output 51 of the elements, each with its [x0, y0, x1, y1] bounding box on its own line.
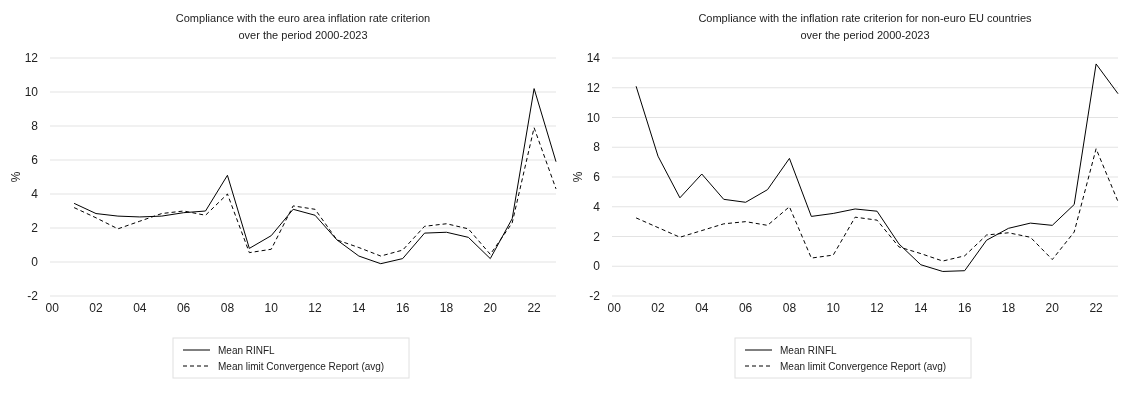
y-tick-label: 2	[31, 221, 39, 236]
y-tick-label: 12	[24, 51, 39, 66]
x-tick-label: 12	[308, 301, 323, 315]
x-tick-label: 22	[1088, 301, 1103, 315]
x-tick-label: 14	[913, 301, 928, 315]
x-tick-label: 12	[869, 301, 884, 315]
y-tick-label: -2	[588, 289, 600, 304]
y-tick-label: 4	[592, 199, 600, 214]
x-tick-label: 14	[352, 301, 366, 315]
y-tick-label: 0	[31, 255, 39, 270]
x-tick-label: 18	[1001, 301, 1015, 315]
x-tick-label: 10	[264, 301, 279, 315]
legend-label: Mean limit Convergence Report (avg)	[779, 360, 946, 372]
chart-title: Compliance with the euro area inflation rate criterion over the period 2000-2023	[175, 12, 431, 41]
y-tick-label: 8	[31, 119, 39, 134]
x-tick-label: 10	[826, 301, 840, 315]
x-tick-label: 06	[738, 301, 753, 315]
y-tick-label: 6	[31, 153, 39, 168]
y-tick-label: 8	[592, 140, 600, 155]
y-axis-title: %	[9, 171, 23, 183]
x-tick-label: 02	[89, 301, 103, 315]
legend-label: Mean RINFL	[779, 344, 837, 356]
line-series	[635, 63, 1118, 272]
y-tick-label: 10	[24, 85, 39, 100]
x-tick-label: 04	[133, 301, 147, 315]
y-tick-label: 12	[586, 80, 600, 95]
chart-title: Compliance with the inflation rate criterion for non-euro EU countries over the period 2000-2023	[697, 12, 1032, 41]
x-tick-label: 04	[694, 301, 709, 315]
y-axis-title: %	[570, 171, 585, 183]
x-tick-label: 20	[483, 301, 498, 315]
y-tick-label: 14	[586, 51, 600, 66]
legend-label: Mean limit Convergence Report (avg)	[218, 360, 385, 372]
x-tick-label: 18	[439, 301, 454, 315]
y-tick-label: 0	[592, 259, 600, 274]
line-series	[73, 88, 557, 265]
x-tick-label: 08	[220, 301, 235, 315]
y-tick-label: -2	[27, 289, 39, 304]
x-tick-label: 00	[45, 301, 60, 315]
y-tick-label: 4	[31, 187, 39, 202]
x-tick-label: 06	[176, 301, 191, 315]
y-tick-label: 6	[592, 170, 600, 185]
x-tick-label: 02	[650, 301, 665, 315]
x-tick-label: 20	[1045, 301, 1059, 315]
x-tick-label: 08	[782, 301, 796, 315]
x-tick-label: 00	[607, 301, 621, 315]
y-tick-label: 10	[586, 110, 600, 125]
x-tick-label: 16	[395, 301, 410, 315]
legend-label: Mean RINFL	[218, 344, 276, 356]
x-tick-label: 16	[957, 301, 972, 315]
y-tick-label: 2	[592, 229, 600, 244]
x-tick-label: 22	[527, 301, 542, 315]
